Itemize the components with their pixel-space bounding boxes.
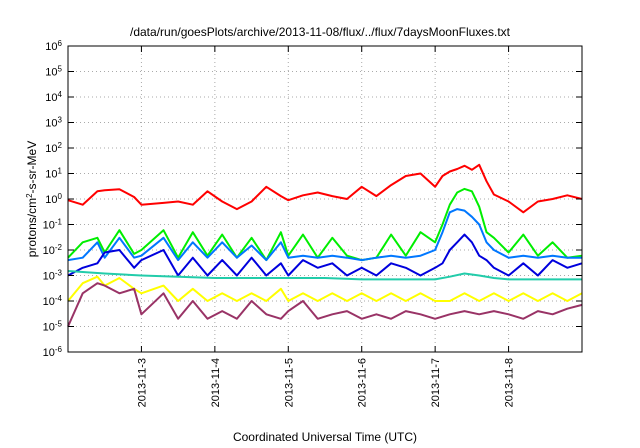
y-tick-label: 104 bbox=[45, 90, 62, 105]
x-tick-label: 2013-11-5 bbox=[283, 358, 295, 407]
series-line-4 bbox=[67, 233, 583, 277]
x-axis-label: Coordinated Universal Time (UTC) bbox=[233, 430, 417, 444]
y-tick-label: 10-2 bbox=[43, 243, 63, 258]
y-axis-label-suffix: -s-sr-MeV bbox=[25, 141, 39, 194]
chart-grid bbox=[68, 46, 582, 352]
y-tick-label: 105 bbox=[45, 64, 62, 79]
series-line-6 bbox=[67, 275, 583, 302]
x-tick-label: 2013-11-3 bbox=[136, 358, 148, 407]
chart-title: /data/run/goesPlots/archive/2013-11-08/f… bbox=[130, 25, 511, 39]
y-tick-label: 10-1 bbox=[43, 217, 63, 232]
y-tick-label: 10-5 bbox=[43, 319, 63, 334]
y-axis-label-prefix: protons/cm bbox=[25, 198, 39, 257]
y-tick-label: 100 bbox=[45, 192, 62, 207]
axes-layer: 10-6 10-5 10-4 10-3 10-2 10-1 100 101 102 103 104 1… bbox=[43, 39, 582, 407]
x-tick-label: 2013-11-6 bbox=[357, 358, 369, 407]
y-tick-label: 10-4 bbox=[43, 294, 63, 309]
series-layer bbox=[67, 163, 583, 327]
y-tick-label: 101 bbox=[45, 166, 62, 181]
y-tick-label: 10-6 bbox=[43, 345, 63, 360]
series-line-3 bbox=[67, 208, 582, 262]
series-line-7 bbox=[67, 282, 583, 327]
y-tick-label: 106 bbox=[45, 39, 62, 54]
y-tick-label: 103 bbox=[45, 115, 62, 130]
y-axis-label-sup: 2 bbox=[25, 193, 34, 198]
y-tick-label: 10-3 bbox=[43, 268, 63, 283]
y-tick-label: 102 bbox=[45, 141, 62, 156]
y-axis-label: protons/cm2-s-sr-MeV bbox=[25, 141, 40, 257]
series-line-2 bbox=[67, 187, 583, 262]
series-line-1 bbox=[67, 163, 583, 214]
x-tick-label: 2013-11-8 bbox=[504, 358, 516, 407]
x-tick-label: 2013-11-4 bbox=[210, 358, 222, 407]
series-line-5 bbox=[67, 270, 582, 281]
x-tick-label: 2013-11-7 bbox=[430, 358, 442, 407]
